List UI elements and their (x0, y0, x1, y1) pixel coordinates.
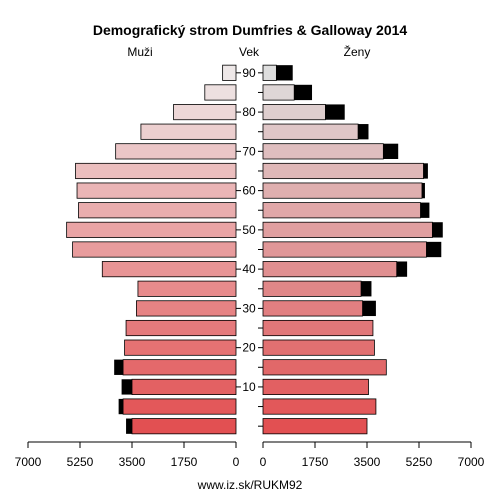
female-excess-30-34 (362, 300, 376, 317)
male-bar-80-84 (173, 104, 237, 121)
female-bar-50-54 (262, 221, 433, 238)
right-bars (262, 64, 443, 435)
male-bar-65-69 (75, 162, 237, 180)
x-left-tick-label: 1750 (171, 455, 198, 469)
male-excess-5-9 (118, 398, 124, 415)
age-tick-label: 80 (242, 105, 256, 119)
female-bar-0-4 (262, 418, 368, 435)
female-excess-70-74 (383, 143, 399, 159)
age-axis: 10 20 30 40 50 60 70 80 90 (236, 66, 263, 427)
female-excess-45-49 (426, 241, 442, 258)
x-left-tick-label: 3500 (119, 455, 146, 469)
female-excess-55-59 (420, 202, 430, 218)
x-right-tick-label: 7000 (458, 455, 485, 469)
male-bar-45-49 (72, 241, 237, 258)
female-bar-35-39 (262, 280, 362, 297)
age-tick-label: 50 (242, 223, 256, 237)
female-bar-80-84 (262, 104, 326, 121)
female-excess-60-64 (421, 182, 425, 199)
male-excess-10-14 (121, 379, 132, 395)
female-bar-60-64 (262, 182, 423, 199)
female-bar-40-44 (262, 261, 398, 278)
male-bar-10-14 (131, 378, 237, 395)
female-bar-45-49 (262, 241, 427, 258)
female-bar-70-74 (262, 143, 384, 160)
female-bar-15-19 (262, 359, 387, 376)
male-bar-5-9 (122, 398, 237, 415)
age-tick-label: 90 (242, 66, 256, 80)
left-label: Muži (127, 45, 152, 59)
male-bar-60-64 (76, 182, 237, 199)
female-excess-80-84 (325, 104, 345, 120)
age-tick-label: 30 (242, 301, 256, 315)
age-tick-label: 40 (242, 262, 256, 276)
female-bar-5-9 (262, 398, 377, 415)
footer-url: www.iz.sk/RUKM92 (197, 478, 303, 492)
male-bar-0-4 (131, 418, 237, 435)
female-bar-30-34 (262, 300, 363, 317)
chart-title: Demografický strom Dumfries & Galloway 2… (93, 22, 408, 38)
female-bar-85-89 (262, 84, 295, 101)
female-bar-90+ (262, 64, 277, 81)
female-bar-25-29 (262, 319, 374, 337)
female-bar-75-79 (262, 123, 359, 140)
male-bar-25-29 (125, 319, 237, 337)
x-left-tick-label: 5250 (67, 455, 94, 469)
age-tick-label: 10 (242, 380, 256, 394)
x-left-tick-label: 0 (233, 455, 240, 469)
male-bar-20-24 (124, 339, 237, 356)
male-bar-30-34 (136, 300, 237, 317)
male-bar-75-79 (140, 123, 237, 140)
x-right-tick-label: 1750 (302, 455, 329, 469)
center-label: Vek (239, 45, 260, 59)
male-bar-85-89 (204, 84, 237, 101)
male-bar-15-19 (122, 359, 237, 376)
x-axis-left: 7000 5250 3500 1750 0 (15, 441, 240, 469)
age-tick-label: 70 (242, 144, 256, 158)
male-bar-90+ (222, 64, 237, 81)
female-excess-85-89 (294, 84, 313, 101)
male-bar-70-74 (115, 143, 237, 160)
x-right-tick-label: 3500 (354, 455, 381, 469)
female-excess-75-79 (358, 124, 369, 140)
x-right-tick-label: 0 (260, 455, 267, 469)
female-excess-40-44 (396, 261, 408, 277)
x-left-tick-label: 7000 (15, 455, 42, 469)
male-excess-15-19 (114, 359, 124, 375)
male-bar-40-44 (101, 261, 237, 278)
female-excess-65-69 (423, 163, 428, 179)
female-excess-90+ (276, 65, 293, 81)
female-bar-20-24 (262, 339, 375, 356)
female-excess-50-54 (432, 222, 443, 238)
male-bar-35-39 (137, 280, 237, 297)
male-bar-50-54 (66, 221, 237, 238)
female-bar-65-69 (262, 162, 424, 180)
left-bars (66, 64, 237, 435)
male-bar-55-59 (78, 202, 237, 219)
x-axis-right: 0 1750 3500 5250 7000 (260, 441, 485, 469)
female-bar-10-14 (262, 378, 369, 395)
x-right-tick-label: 5250 (406, 455, 433, 469)
female-bar-55-59 (262, 202, 421, 219)
age-tick-label: 20 (242, 341, 256, 355)
right-label: Ženy (344, 44, 371, 59)
female-excess-35-39 (361, 281, 372, 297)
male-excess-0-4 (126, 418, 132, 434)
age-tick-label: 60 (242, 184, 256, 198)
